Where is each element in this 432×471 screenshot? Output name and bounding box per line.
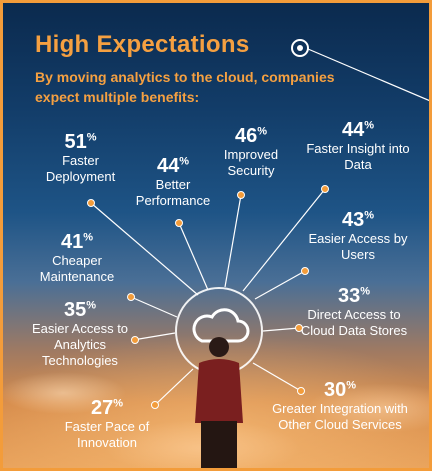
connector-6 <box>130 296 178 318</box>
dot-10 <box>297 387 305 395</box>
stat-label: Easier Access by Users <box>308 231 408 262</box>
target-icon <box>291 39 309 57</box>
connector-2 <box>178 222 209 291</box>
dot-9 <box>151 401 159 409</box>
stat-direct-access: 33% Direct Access to Cloud Data Stores <box>300 285 408 338</box>
title-connector <box>307 48 429 102</box>
stat-label: Easier Access to Analytics Technologies <box>31 321 129 368</box>
stat-faster-pace: 27% Faster Pace of Innovation <box>64 397 150 450</box>
stat-label: Faster Insight into Data <box>306 141 410 172</box>
stat-label: Faster Pace of Innovation <box>64 419 150 450</box>
connector-9 <box>154 368 194 406</box>
connector-4 <box>242 188 326 292</box>
connector-5 <box>254 270 306 300</box>
connector-3 <box>224 194 242 288</box>
dot-1 <box>87 199 95 207</box>
stat-label: Improved Security <box>223 147 279 178</box>
dot-7 <box>131 336 139 344</box>
dot-5 <box>301 267 309 275</box>
connector-lines <box>90 48 429 406</box>
stat-faster-insight: 44% Faster Insight into Data <box>306 119 410 172</box>
stat-label: Greater Integration with Other Cloud Ser… <box>272 401 408 432</box>
stat-greater-integration: 30% Greater Integration with Other Cloud… <box>272 379 408 432</box>
stat-easier-access-users: 43% Easier Access by Users <box>308 209 408 262</box>
page-title: High Expectations <box>35 31 250 58</box>
stat-label: Faster Deployment <box>45 153 116 184</box>
stat-improved-security: 46% Improved Security <box>223 125 279 178</box>
dot-8 <box>295 324 303 332</box>
stat-better-performance: 44% Better Performance <box>135 155 211 208</box>
person-silhouette <box>195 337 243 468</box>
stat-label: Cheaper Maintenance <box>39 253 115 284</box>
page-subtitle: By moving analytics to the cloud, compan… <box>35 69 335 105</box>
connector-1 <box>90 202 199 296</box>
stat-easier-access-analytics: 35% Easier Access to Analytics Technolog… <box>31 299 129 368</box>
dot-3 <box>237 191 245 199</box>
cloud-icon <box>192 308 250 343</box>
connector-8 <box>262 327 300 332</box>
connector-10 <box>252 362 302 392</box>
dot-4 <box>321 185 329 193</box>
stat-label: Better Performance <box>135 177 211 208</box>
stat-cheaper-maintenance: 41% Cheaper Maintenance <box>39 231 115 284</box>
stat-faster-deployment: 51% Faster Deployment <box>45 131 116 184</box>
dot-6 <box>127 293 135 301</box>
stat-label: Direct Access to Cloud Data Stores <box>300 307 408 338</box>
dot-2 <box>175 219 183 227</box>
connector-7 <box>132 332 176 341</box>
